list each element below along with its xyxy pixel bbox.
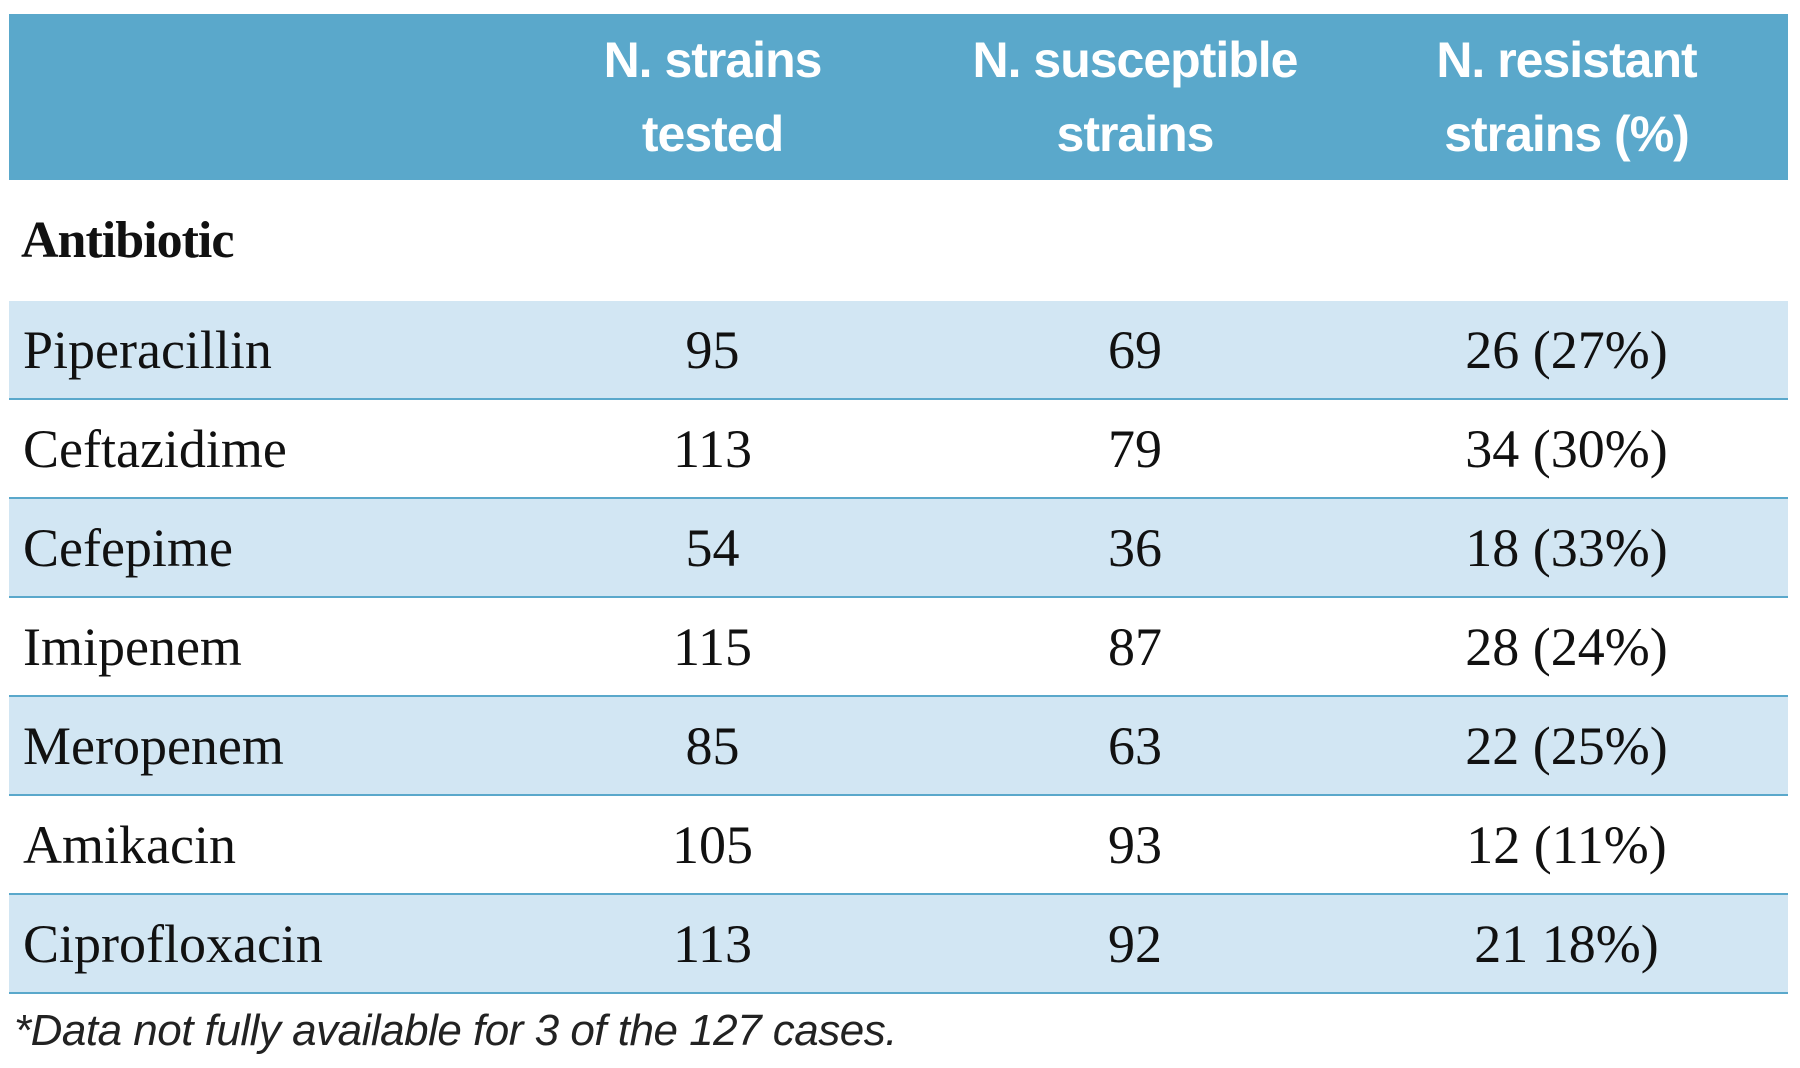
table-row: Ceftazidime 113 79 34 (30%) [9, 399, 1788, 499]
table-cell: 63 [925, 696, 1345, 796]
table-cell: 85 [500, 696, 925, 796]
table-cell: 54 [500, 498, 925, 598]
table-cell: 115 [500, 597, 925, 697]
header-line: tested [641, 106, 784, 162]
table-container: N. strains tested N. susceptible strains N. … [9, 14, 1788, 994]
header-line: strains (%) [1444, 106, 1690, 162]
table-cell: 21 18%) [1345, 894, 1788, 994]
antibiotic-name: Ciprofloxacin [9, 894, 500, 994]
section-label: Antibiotic [21, 212, 234, 269]
antibiotic-name: Ceftazidime [9, 399, 500, 499]
footnote: *Data not fully available for 3 of the 1… [14, 1006, 897, 1055]
table-row: Meropenem 85 63 22 (25%) [9, 696, 1788, 796]
table-cell: 34 (30%) [1345, 399, 1788, 499]
table-cell: 26 (27%) [1345, 301, 1788, 400]
table-cell: 92 [925, 894, 1345, 994]
header-line: N. strains [603, 32, 823, 88]
header-row: N. strains tested N. susceptible strains N. … [9, 14, 1788, 180]
table-cell: 69 [925, 301, 1345, 400]
antibiotic-name: Piperacillin [9, 301, 500, 400]
table-row: Cefepime 54 36 18 (33%) [9, 498, 1788, 598]
column-header: N. strains tested [500, 14, 925, 180]
table-cell: 28 (24%) [1345, 597, 1788, 697]
table-cell: 79 [925, 399, 1345, 499]
antibiotic-name: Meropenem [9, 696, 500, 796]
section-row: Antibiotic [9, 180, 1788, 301]
antibiotic-name: Cefepime [9, 498, 500, 598]
table-row: Amikacin 105 93 12 (11%) [9, 795, 1788, 895]
header-line: strains [1056, 106, 1215, 162]
table-row: Imipenem 115 87 28 (24%) [9, 597, 1788, 697]
table-cell: 18 (33%) [1345, 498, 1788, 598]
column-header [9, 14, 500, 180]
header-line: N. susceptible [972, 32, 1299, 88]
antibiotic-name: Imipenem [9, 597, 500, 697]
table-row: Piperacillin 95 69 26 (27%) [9, 301, 1788, 400]
table-cell: 87 [925, 597, 1345, 697]
table-cell: 36 [925, 498, 1345, 598]
table-cell: 113 [500, 399, 925, 499]
column-header: N. susceptible strains [925, 14, 1345, 180]
table-cell: 93 [925, 795, 1345, 895]
antibiotic-name: Amikacin [9, 795, 500, 895]
table-cell: 12 (11%) [1345, 795, 1788, 895]
table-row: Ciprofloxacin 113 92 21 18%) [9, 894, 1788, 994]
table-cell: 22 (25%) [1345, 696, 1788, 796]
column-header: N. resistant strains (%) [1345, 14, 1788, 180]
table-cell: 105 [500, 795, 925, 895]
table: N. strains tested N. susceptible strains N. … [9, 14, 1788, 994]
table-cell: 95 [500, 301, 925, 400]
header-line: N. resistant [1436, 32, 1697, 88]
table-cell: 113 [500, 894, 925, 994]
